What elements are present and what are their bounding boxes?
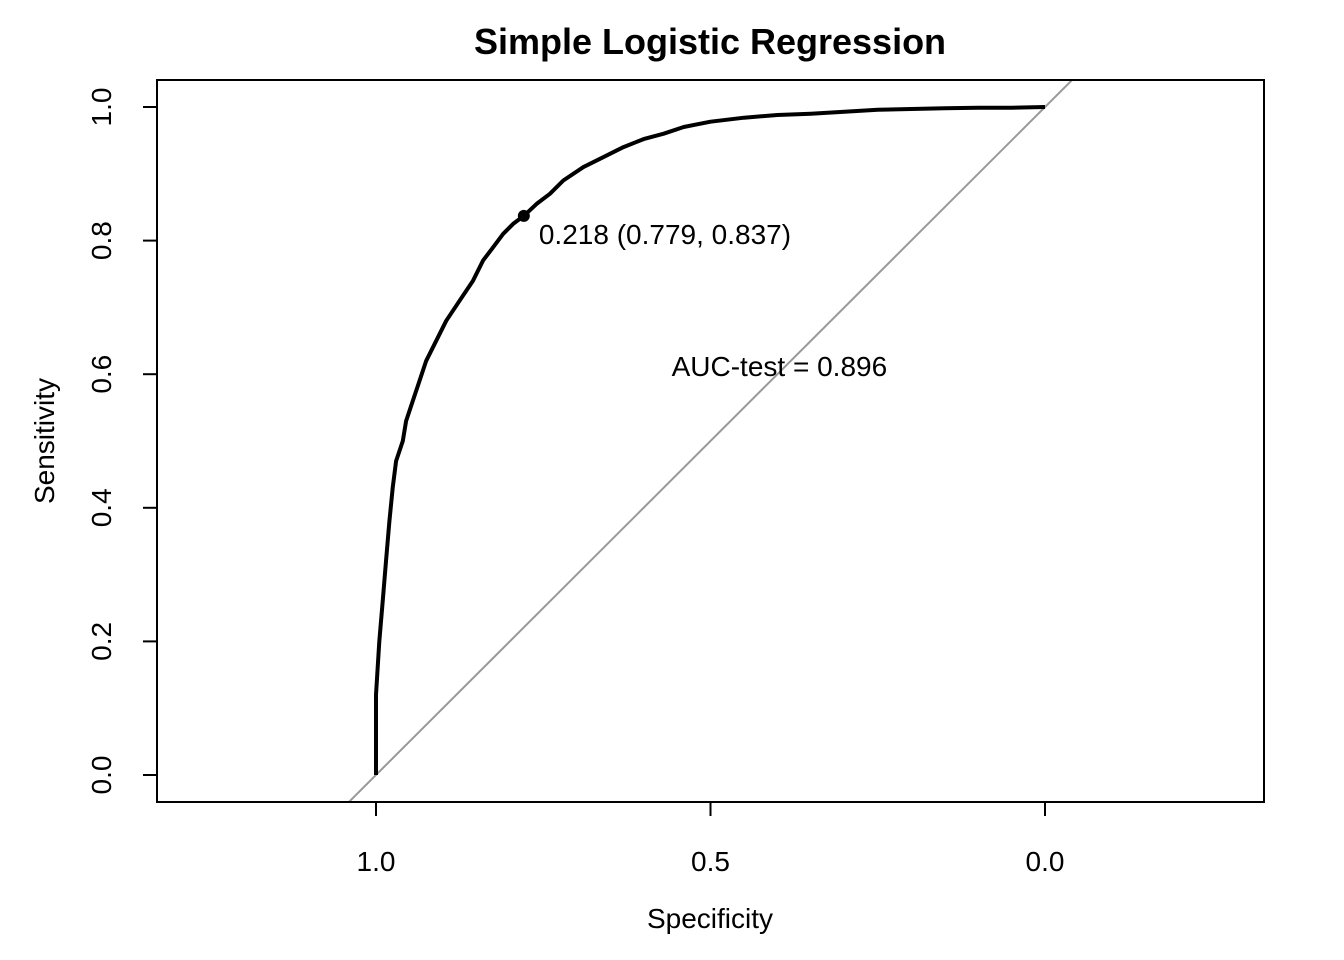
best-threshold-point [517,209,530,222]
x-axis: 1.0 0.5 0.0 [357,801,1065,877]
chart-title: Simple Logistic Regression [474,21,946,62]
x-tick-label: 1.0 [357,846,396,877]
reference-diagonal-line [348,80,1073,802]
y-tick-label: 1.0 [86,88,117,127]
x-tick-label: 0.5 [691,846,730,877]
y-tick-label: 0.6 [86,355,117,394]
roc-curve-line [374,105,1046,775]
best-threshold-label: 0.218 (0.779, 0.837) [539,219,791,250]
y-tick-label: 0.4 [86,488,117,527]
reference-diagonal-layer [348,80,1073,802]
roc-curve-layer [374,105,1046,775]
annotation-layer: 0.218 (0.779, 0.837) AUC-test = 0.896 [517,209,888,382]
auc-annotation: AUC-test = 0.896 [672,351,888,382]
y-tick-label: 0.8 [86,221,117,260]
y-axis-label: Sensitivity [29,378,60,504]
x-axis-label: Specificity [647,903,773,934]
y-tick-label: 0.2 [86,622,117,661]
x-tick-label: 0.0 [1026,846,1065,877]
y-axis: 0.0 0.2 0.4 0.6 0.8 1.0 [86,88,158,795]
y-tick-label: 0.0 [86,756,117,795]
